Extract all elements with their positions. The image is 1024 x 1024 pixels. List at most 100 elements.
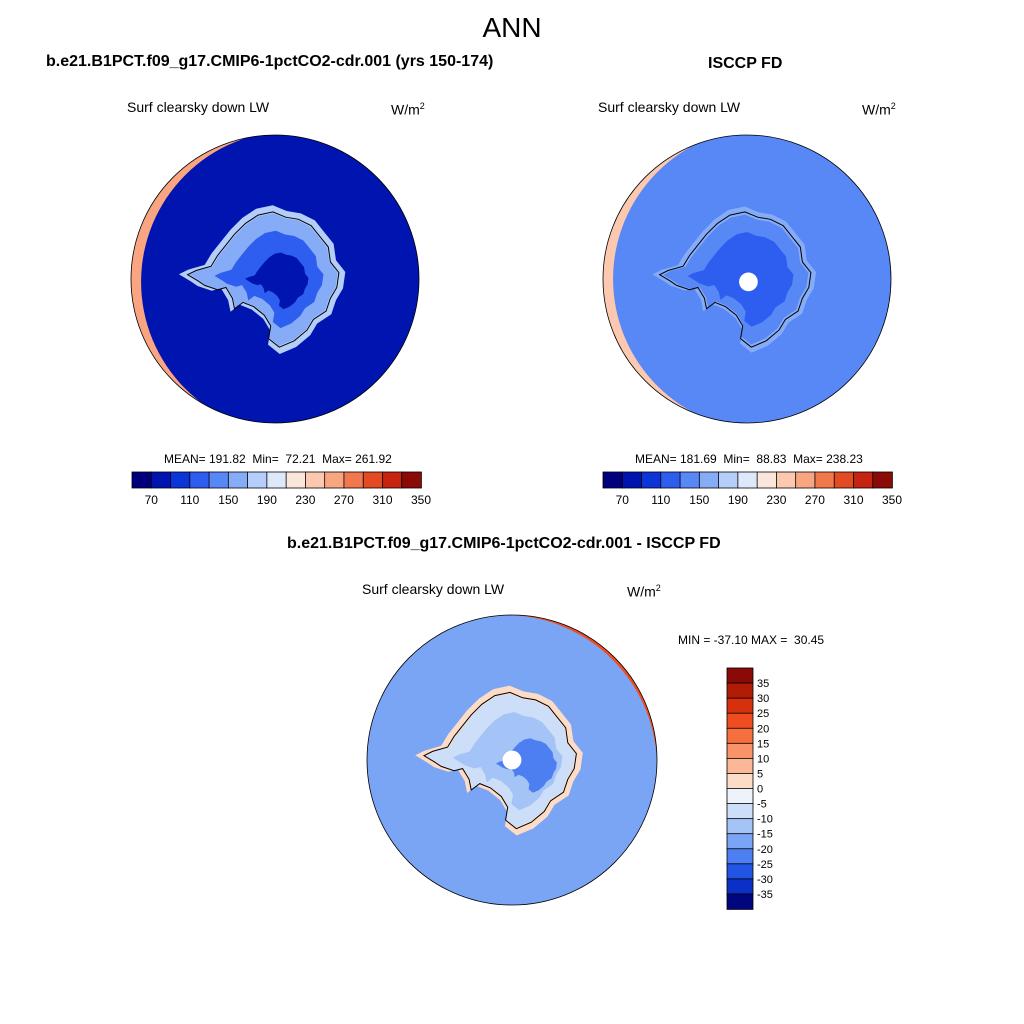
colorbar-model-swatch (227, 471, 249, 489)
panel1-variable: Surf clearsky down LW (127, 99, 270, 115)
colorbar-difference-tick-label: 5 (757, 768, 763, 780)
colorbar-difference-swatch (726, 833, 754, 850)
colorbar-isccp-swatch (775, 471, 797, 489)
colorbar-model-swatch (362, 471, 384, 489)
colorbar-isccp-swatch (737, 471, 758, 489)
map-land-band (245, 252, 309, 310)
colorbar-isccp-swatch (660, 471, 681, 489)
colorbar-difference-tick-label: -25 (757, 859, 773, 871)
colorbar-difference-swatch (726, 878, 754, 895)
colorbar-isccp-swatch (641, 471, 662, 489)
colorbar-difference-tick-label: 20 (757, 723, 769, 735)
colorbar-model-tick-label: 70 (145, 493, 159, 507)
colorbar-model-tick-label: 110 (180, 493, 199, 507)
colorbar-difference-swatch (726, 818, 754, 835)
colorbar-model-swatch (266, 471, 287, 489)
colorbar-difference-tick-label: -5 (757, 799, 767, 811)
colorbar-difference-tick-label: 35 (757, 678, 769, 690)
colorbar-model-swatch (304, 471, 326, 489)
colorbar-difference-tick-label: 10 (757, 753, 769, 765)
map-border (602, 134, 892, 424)
colorbar-difference-swatch (726, 682, 754, 699)
coastline (658, 211, 812, 348)
colorbar-isccp-swatch (814, 471, 835, 489)
missing-data-pole (739, 272, 758, 292)
colorbar-isccp: 70 110 150 190 230 270 310 350 (602, 471, 902, 507)
colorbar-model-swatch (343, 471, 364, 489)
colorbar-difference-swatch (726, 742, 754, 760)
colorbar-isccp-tick-label: 190 (728, 493, 748, 507)
colorbar-isccp-swatch (756, 471, 778, 489)
colorbar-isccp-swatch (872, 471, 893, 489)
map-isccp (602, 134, 892, 424)
colorbar-difference-swatch (726, 893, 754, 910)
colorbar-isccp-swatch (853, 471, 874, 489)
panel3-units: W/m2 (627, 583, 661, 600)
colorbar-isccp-tick-label: 230 (766, 493, 786, 507)
colorbar-difference-tick-label: -35 (757, 889, 773, 901)
colorbar-isccp-tick-label: 270 (805, 493, 825, 507)
coastline (422, 691, 577, 830)
colorbar-isccp-tick-label: 310 (843, 493, 863, 507)
colorbar-model-swatch (131, 471, 153, 489)
colorbar-model-tick-label: 310 (372, 493, 392, 507)
main-title: ANN (482, 12, 542, 43)
colorbar-difference-tick-label: 0 (757, 784, 763, 796)
colorbar-model-swatch (285, 471, 307, 489)
colorbar-model-swatch (189, 471, 210, 489)
panel1-units: W/m2 (391, 101, 425, 118)
colorbar-isccp-swatch (833, 471, 855, 489)
colorbar-isccp-swatch (621, 471, 643, 489)
panel2-stats: MEAN= 181.69 Min= 88.83 Max= 238.23 (635, 452, 863, 466)
colorbar-difference-swatch (726, 667, 754, 684)
colorbar-model-tick-label: 350 (411, 493, 431, 507)
panel3-title: b.e21.B1PCT.f09_g17.CMIP6-1pctCO2-cdr.00… (287, 535, 721, 552)
colorbar-isccp-swatch (718, 471, 739, 489)
colorbar-model-swatch (247, 471, 268, 489)
colorbar-model-swatch (170, 471, 191, 489)
map-difference (366, 614, 658, 906)
colorbar-model-swatch (401, 471, 422, 489)
colorbar-difference-tick-label: -10 (757, 814, 773, 826)
colorbar-isccp-swatch (698, 471, 720, 489)
colorbar-difference-tick-label: -30 (757, 874, 773, 886)
colorbar-isccp-tick-label: 70 (616, 493, 630, 507)
colorbar-isccp-swatch (602, 471, 624, 489)
map-border (366, 614, 658, 906)
colorbar-difference: 35 30 25 20 15 10 5 0 -5 -10 -15 -20 -25 -30 -35 (726, 667, 773, 910)
colorbar-difference-swatch (726, 773, 754, 790)
colorbar-difference-swatch (726, 727, 754, 745)
colorbar-model-tick-label: 190 (257, 493, 277, 507)
colorbar-difference-swatch (726, 757, 754, 775)
colorbar-difference-swatch (726, 788, 754, 805)
colorbar-difference-swatch (726, 803, 754, 820)
panel2-title: ISCCP FD (708, 55, 783, 72)
colorbar-difference-swatch (726, 863, 754, 880)
colorbar-isccp-tick-label: 110 (651, 493, 670, 507)
colorbar-difference-swatch (726, 712, 754, 730)
missing-data-pole (502, 750, 522, 770)
panel2-variable: Surf clearsky down LW (598, 99, 741, 115)
map-border (130, 134, 420, 424)
panel1-title: b.e21.B1PCT.f09_g17.CMIP6-1pctCO2-cdr.00… (46, 53, 494, 70)
colorbar-isccp-tick-label: 350 (882, 493, 902, 507)
colorbar-difference-tick-label: 25 (757, 708, 769, 720)
colorbar-isccp-swatch (795, 471, 816, 489)
colorbar-difference-swatch (726, 697, 754, 714)
colorbar-model-swatch (150, 471, 172, 489)
colorbar-model-swatch (208, 471, 230, 489)
colorbar-isccp-swatch (679, 471, 701, 489)
colorbar-difference-swatch (726, 848, 754, 865)
colorbar-model-tick-label: 270 (334, 493, 354, 507)
panel1-stats: MEAN= 191.82 Min= 72.21 Max= 261.92 (164, 452, 392, 466)
colorbar-difference-tick-label: -15 (757, 829, 773, 841)
colorbar-difference-tick-label: -20 (757, 844, 773, 856)
colorbar-model-swatch (382, 471, 403, 489)
colorbar-difference-tick-label: 15 (757, 738, 769, 750)
colorbar-isccp-tick-label: 150 (689, 493, 709, 507)
colorbar-model-tick-label: 230 (295, 493, 315, 507)
map-model (130, 134, 420, 424)
colorbar-model-swatch (324, 471, 345, 489)
panel2-units: W/m2 (862, 101, 896, 118)
colorbar-model: 70 110 150 190 230 270 310 350 (131, 471, 431, 507)
